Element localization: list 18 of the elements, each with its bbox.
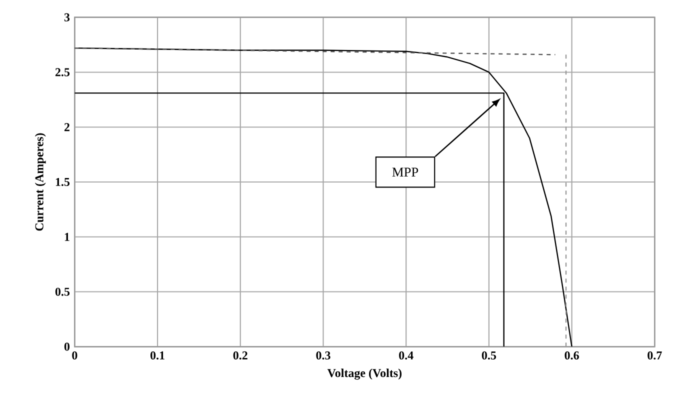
x-tick-label: 0 (72, 351, 78, 360)
y-tick-label: 0.5 (55, 288, 70, 296)
y-tick-label: 0 (64, 342, 70, 351)
x-axis-title: Voltage (Volts) (327, 368, 402, 380)
y-tick-label: 1 (64, 232, 70, 241)
x-tick-label: 0.5 (482, 351, 496, 360)
x-tick-label: 0.3 (316, 351, 330, 360)
y-tick-label: 3 (64, 13, 70, 22)
y-tick-label: 2 (64, 123, 70, 132)
x-tick-label: 0.6 (564, 351, 579, 360)
x-tick-label: 0.2 (233, 351, 248, 360)
annotation: MPP (392, 168, 418, 176)
x-tick-label: 0.7 (648, 351, 662, 360)
y-tick-label: 2.5 (55, 68, 70, 76)
x-tick-label: 0.1 (150, 351, 164, 360)
y-tick-label: 1.5 (56, 178, 70, 186)
x-tick-label: 0.4 (399, 351, 414, 360)
y-axis-title: Current (Amperes) (34, 133, 46, 231)
